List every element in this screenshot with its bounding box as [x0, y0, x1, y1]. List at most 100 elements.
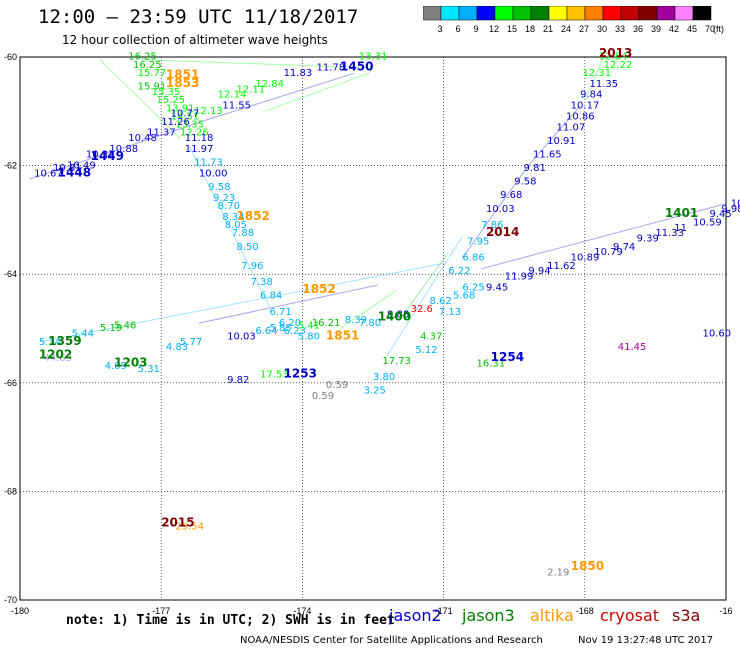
- legend-swatch: [423, 6, 442, 21]
- wave-height-value: 9.58: [514, 177, 536, 188]
- legend-swatch: [566, 6, 586, 21]
- pass-time-label: 1852: [302, 282, 335, 296]
- wave-height-value: 11.99: [505, 272, 534, 283]
- wave-height-value: 10.00: [199, 168, 228, 179]
- wave-height-value: 10.0: [731, 198, 740, 209]
- legend-swatch: [476, 6, 496, 21]
- wave-height-value: 7.86: [481, 220, 503, 231]
- wave-height-value: 5.12: [415, 345, 437, 356]
- wave-height-value: 12.14: [218, 90, 247, 101]
- x-tick-label: -168: [576, 606, 594, 616]
- wave-height-value: 4.83: [166, 342, 188, 353]
- wave-height-value: 11: [674, 223, 687, 234]
- wave-height-value: 5.68: [453, 291, 475, 302]
- wave-height-value: 16.25: [128, 52, 157, 63]
- pass-time-label: 2014: [486, 225, 519, 239]
- legend-swatch: [692, 6, 712, 21]
- wave-height-value: 9.74: [613, 242, 635, 253]
- wave-height-value: 6.25: [462, 282, 484, 293]
- satellite-track: [38, 262, 444, 343]
- legend-label: 70: [705, 24, 715, 34]
- y-tick-label: -66: [4, 378, 17, 388]
- wave-height-value: 15.25: [156, 95, 185, 106]
- wave-height-value: 9.94: [528, 266, 550, 277]
- wave-height-value: 9.81: [524, 163, 546, 174]
- legend-swatch: [620, 6, 640, 21]
- wave-height-value: 9.98: [721, 204, 740, 215]
- wave-height-value: 32.6: [411, 304, 433, 315]
- satellite-track: [99, 59, 181, 139]
- wave-height-value: 5.80: [298, 331, 320, 342]
- pass-time-label: 2013: [599, 46, 632, 60]
- pass-time-label: 1359: [48, 334, 81, 348]
- legend-jason2: jason2: [389, 606, 442, 625]
- wave-height-value: 16.31: [477, 359, 506, 370]
- wave-height-value: 8.62: [429, 296, 451, 307]
- y-tick-label: -64: [4, 269, 17, 279]
- wave-height-value: 5.46: [114, 321, 136, 332]
- legend-label: 39: [651, 24, 661, 34]
- wave-height-value: 4.37: [420, 331, 442, 342]
- pass-time-label: 1401: [665, 206, 698, 220]
- legend-altika: altika: [530, 606, 574, 625]
- legend-label: 21: [543, 24, 553, 34]
- legend-label: 30: [597, 24, 607, 34]
- wave-height-value: 10.48: [128, 133, 157, 144]
- legend-label: 18: [525, 24, 535, 34]
- legend-swatch: [548, 6, 568, 21]
- legend-label: 45: [687, 24, 697, 34]
- wave-height-value: 5.44: [72, 329, 94, 340]
- wave-height-value: 0.59: [312, 391, 334, 402]
- wave-height-value: 10.91: [547, 136, 576, 147]
- wave-height-value: 13.35: [175, 120, 204, 131]
- wave-height-value: 41.45: [618, 342, 647, 353]
- wave-height-value: 9.23: [213, 193, 235, 204]
- legend-s3a: s3a: [672, 606, 701, 625]
- wave-height-value: 9.45: [710, 209, 732, 220]
- legend-swatch: [512, 6, 532, 21]
- wave-height-value: 10.59: [693, 217, 722, 228]
- wave-height-value: 5.41: [298, 321, 320, 332]
- wave-height-value: 11.07: [557, 122, 586, 133]
- wave-height-value: 11.62: [547, 261, 576, 272]
- wave-height-value: 17.73: [382, 356, 411, 367]
- wave-height-value: 44.63: [44, 353, 73, 364]
- satellite-track: [339, 290, 397, 329]
- footer-credit: NOAA/NESDIS Center for Satellite Applica…: [240, 635, 543, 646]
- map-title: 12:00 – 23:59 UTC 11/18/2017: [38, 6, 359, 28]
- wave-height-value: 9.82: [227, 375, 249, 386]
- legend-swatch: [494, 6, 514, 21]
- wave-height-value: 8.05: [225, 220, 247, 231]
- pass-time-label: 1253: [284, 366, 317, 380]
- wave-height-value: 11.55: [222, 101, 251, 112]
- pass-time-label: 1254: [491, 350, 524, 364]
- wave-height-value: 12.22: [604, 60, 633, 71]
- legend-cryosat: cryosat: [600, 606, 660, 625]
- wave-height-value: 5.85: [269, 323, 291, 334]
- legend-swatch: [440, 6, 460, 21]
- pass-time-label: 1851: [326, 328, 359, 342]
- pass-time-label: 2015: [161, 516, 194, 530]
- pass-time-label: 1449: [91, 149, 124, 163]
- legend-swatch: [656, 6, 676, 21]
- satellite-track: [584, 56, 605, 101]
- wave-height-value: 9.84: [580, 90, 602, 101]
- legend-label: 42: [669, 24, 679, 34]
- wave-height-value: 0.59: [326, 380, 348, 391]
- wave-height-value: 6.64: [255, 326, 277, 337]
- wave-height-value: 7.95: [467, 236, 489, 247]
- wave-height-value: 7.88: [232, 228, 254, 239]
- wave-height-value: 10.49: [67, 160, 96, 171]
- legend-unit: (ft): [713, 24, 724, 34]
- pass-time-label: 1400: [378, 309, 411, 323]
- wave-height-value: 10.32: [86, 149, 115, 160]
- wave-height-value: 11.35: [590, 79, 619, 90]
- map-frame: [19, 56, 727, 601]
- wave-height-value: 10.89: [571, 253, 600, 264]
- legend-swatch: [674, 6, 694, 21]
- footer-timestamp: Nov 19 13:27:48 UTC 2017: [578, 635, 714, 646]
- y-tick-label: -62: [4, 161, 17, 171]
- wave-height-value: 11.78: [317, 63, 346, 74]
- legend-label: 6: [455, 24, 460, 34]
